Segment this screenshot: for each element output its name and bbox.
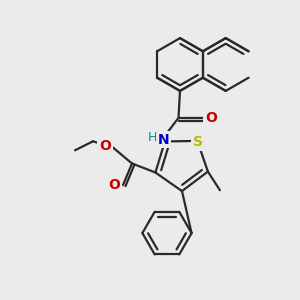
Text: O: O bbox=[99, 140, 111, 153]
Text: H: H bbox=[148, 130, 157, 144]
Text: O: O bbox=[109, 178, 121, 192]
Text: O: O bbox=[205, 111, 217, 125]
Text: S: S bbox=[193, 135, 203, 149]
Text: N: N bbox=[158, 133, 169, 146]
